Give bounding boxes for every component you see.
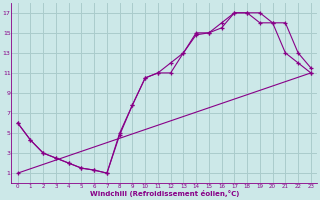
X-axis label: Windchill (Refroidissement éolien,°C): Windchill (Refroidissement éolien,°C) xyxy=(90,190,239,197)
